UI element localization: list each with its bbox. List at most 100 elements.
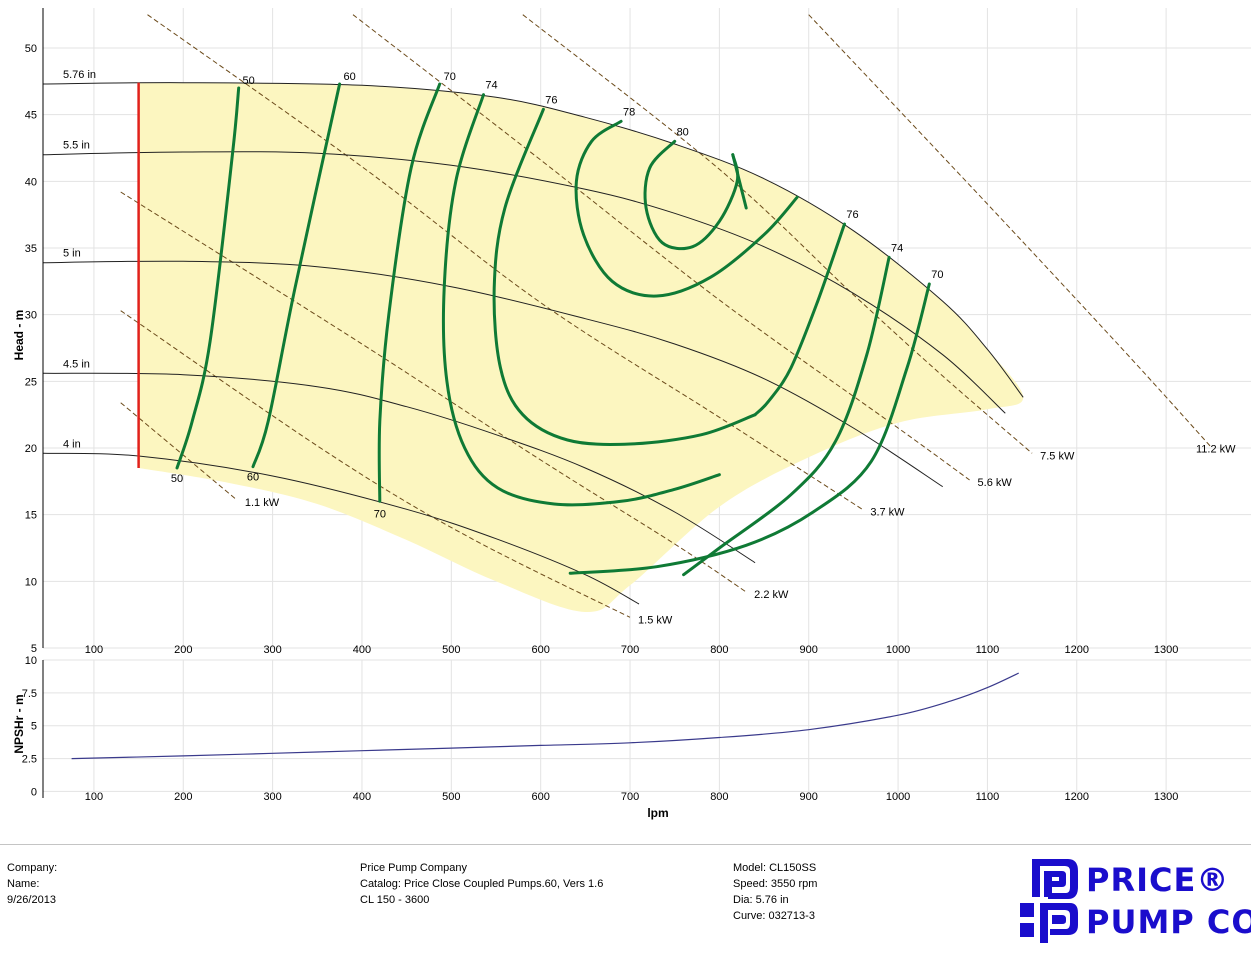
efficiency-label: 74 (891, 242, 903, 254)
power-label: 1.5 kW (638, 614, 673, 626)
power-label: 11.2 kW (1196, 444, 1236, 456)
npshr-x-tick-label: 400 (353, 791, 371, 803)
npshr-x-tick-label: 1000 (886, 791, 910, 803)
npshr-grid (43, 659, 1251, 798)
head-x-tick-label: 300 (263, 644, 281, 656)
npshr-x-tick-label: 1100 (976, 791, 1000, 803)
npshr-y-tick-label: 10 (25, 655, 37, 667)
head-y-tick-label: 5 (31, 643, 37, 655)
head-y-tick-label: 25 (25, 376, 37, 388)
npshr-axis-label: NPSHr - m (12, 694, 26, 753)
npshr-x-tick-label: 700 (621, 791, 639, 803)
efficiency-label: 70 (374, 508, 386, 520)
head-x-tick-label: 400 (353, 644, 371, 656)
impeller-curve (43, 260, 943, 488)
date-text: 9/26/2013 (7, 894, 56, 906)
power-label: 3.7 kW (870, 506, 905, 518)
head-x-tick-label: 1300 (1154, 644, 1178, 656)
head-x-tick-label: 1200 (1065, 644, 1089, 656)
npshr-x-tick-label: 1200 (1065, 791, 1089, 803)
efficiency-contour (568, 282, 931, 575)
impeller-curve (43, 151, 1006, 414)
npshr-x-tick-label: 900 (800, 791, 818, 803)
company-name: Price Pump Company (360, 862, 467, 874)
efficiency-label: 70 (931, 269, 943, 281)
head-x-tick-label: 700 (621, 644, 639, 656)
efficiency-contour (753, 222, 846, 417)
efficiency-label: 60 (247, 472, 259, 484)
company-label: Company: (7, 862, 58, 874)
efficiency-label: 50 (171, 473, 183, 485)
npshr-curve (71, 672, 1019, 760)
head-y-tick-label: 50 (25, 43, 37, 55)
power-line (808, 14, 1212, 448)
head-axis-label: Head - m (12, 310, 26, 361)
price-pump-logo: PRICE® PUMP CO. (1018, 857, 1251, 945)
impeller-curve (43, 82, 1024, 398)
head-y-tick-label: 15 (25, 510, 37, 522)
efficiency-label: 80 (677, 126, 689, 138)
npshr-x-tick-label: 500 (442, 791, 460, 803)
head-x-tick-label: 200 (174, 644, 192, 656)
series-text: CL 150 - 3600 (360, 894, 430, 906)
efficiency-label: 78 (623, 106, 635, 118)
catalog-text: Catalog: Price Close Coupled Pumps.60, V… (360, 878, 604, 890)
efficiency-label: 74 (485, 80, 497, 92)
head-x-tick-label: 500 (442, 644, 460, 656)
npshr-x-tick-label: 800 (710, 791, 728, 803)
head-y-tick-label: 20 (25, 443, 37, 455)
pp-logo-mark (1020, 859, 1078, 943)
power-line (120, 191, 747, 593)
head-y-tick-label: 40 (25, 176, 37, 188)
impeller-diameter-label: 5 in (63, 248, 81, 260)
efficiency-label: 60 (344, 71, 356, 83)
impeller-diameter-label: 5.5 in (63, 140, 90, 152)
efficiency-label: 70 (444, 71, 456, 83)
power-label: 5.6 kW (978, 477, 1013, 489)
npshr-y-tick-label: 5 (31, 721, 37, 733)
efficiency-contour (731, 153, 748, 210)
efficiency-contour (574, 119, 799, 298)
efficiency-contour (643, 139, 740, 251)
footer: Company: Name: 9/26/2013 Price Pump Comp… (0, 845, 1251, 960)
impeller-curve (43, 372, 756, 564)
curve-id-text: Curve: 032713-3 (733, 910, 815, 922)
footer-model-info: Model: CL150SS Speed: 3550 rpm Dia: 5.76… (733, 860, 817, 924)
flow-axis-label: lpm (647, 806, 668, 820)
logo-text-pump-co: PUMP CO. (1086, 903, 1251, 941)
operating-region (138, 82, 1024, 613)
speed-text: Speed: 3550 rpm (733, 878, 818, 890)
npshr-x-tick-label: 100 (85, 791, 103, 803)
npshr-y-tick-label: 7.5 (22, 688, 37, 700)
impeller-diameter-label: 4.5 in (63, 358, 90, 370)
npshr-x-tick-label: 200 (174, 791, 192, 803)
head-y-tick-label: 45 (25, 110, 37, 122)
head-plot: 5.76 in 5.5 in 5 in 4.5 in 4 in 50 50 60 60 70 70 7… (25, 8, 1251, 656)
efficiency-contour (682, 255, 891, 577)
power-label: 1.1 kW (245, 497, 280, 509)
head-x-tick-label: 600 (531, 644, 549, 656)
npshr-x-tick-label: 1300 (1154, 791, 1178, 803)
efficiency-label: 76 (545, 94, 557, 106)
efficiency-label: 50 (243, 75, 255, 87)
npshr-x-tick-label: 600 (531, 791, 549, 803)
head-x-tick-label: 1000 (886, 644, 910, 656)
name-label: Name: (7, 878, 40, 890)
power-line (120, 310, 631, 618)
efficiency-contour (175, 86, 241, 470)
diameter-text: Dia: 5.76 in (733, 894, 789, 906)
power-line (120, 402, 238, 501)
power-line (147, 14, 863, 510)
footer-catalog-info: Price Pump Company Catalog: Price Close … (360, 860, 603, 908)
npshr-y-tick-label: 2.5 (22, 754, 37, 766)
footer-company-info: Company: Name: 9/26/2013 (7, 860, 57, 908)
head-content (43, 14, 1212, 618)
power-line (522, 14, 1033, 454)
npshr-y-tick-label: 0 (31, 786, 37, 798)
efficiency-contour (441, 93, 721, 507)
impeller-diameter-label: 5.76 in (63, 69, 96, 81)
head-y-tick-label: 30 (25, 310, 37, 322)
power-label: 7.5 kW (1040, 450, 1075, 462)
logo-text-price: PRICE® (1086, 861, 1230, 899)
efficiency-contour (492, 107, 757, 446)
